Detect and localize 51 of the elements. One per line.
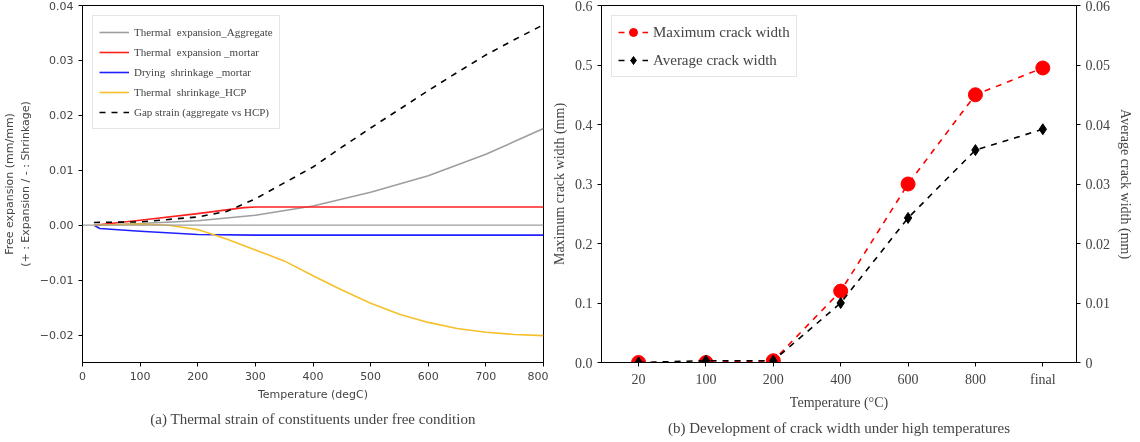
x-tick-label: 600: [897, 371, 919, 387]
y2-tick-label: 0.01: [1085, 296, 1110, 311]
text: (b) Development of crack width under high temperatures: [668, 419, 1011, 437]
y-tick-label: 0.04: [49, 0, 74, 13]
x-tick-label: 800: [964, 371, 986, 387]
y-tick-label: 0.03: [49, 54, 74, 68]
text: (a) Thermal strain of constituents under free condition: [150, 410, 476, 428]
y-axis-title: Free expansion (mm/mm) (+ : Expansion / - : Shrinkage): [3, 101, 32, 267]
x-tick-label: 800: [527, 369, 549, 383]
y-tick-label: 0.0: [575, 355, 593, 371]
y2-tick-label: 0.03: [1085, 177, 1110, 192]
legend-label: Drying shrinkage _mortar: [134, 65, 251, 79]
y-tick-label: 0.4: [575, 117, 593, 133]
legend-label: Gap strain (aggregate vs HCP): [134, 105, 270, 119]
y-tick-label: 0.6: [575, 0, 593, 14]
y-tick-label: 0.5: [575, 58, 593, 73]
x-tick-label: 500: [360, 369, 382, 383]
x-tick-label: 20: [631, 371, 646, 387]
legend-label: Average crack width: [653, 51, 777, 69]
x-axis-title: Temperature (degC): [256, 387, 369, 401]
y-tick-label: 0.2: [575, 236, 593, 252]
y-tick-label: 0.01: [49, 164, 74, 178]
y2-tick-label: 0.02: [1085, 236, 1110, 252]
x-tick-label: 100: [695, 371, 717, 387]
legend-label: Thermal expansion _mortar: [134, 45, 259, 59]
x-tick-label: 700: [475, 369, 497, 383]
y2-tick-label: 0.05: [1085, 58, 1110, 73]
y2-tick-label: 0: [1085, 355, 1093, 371]
legend-label: Thermal shrinkage_HCP: [134, 85, 247, 99]
x-tick-label: 200: [187, 369, 209, 383]
x-tick-label: 300: [244, 369, 266, 383]
x-tick-label: 400: [830, 371, 852, 387]
y-tick-label: −0.02: [39, 329, 74, 343]
x-tick-label: final: [1029, 371, 1056, 387]
y-tick-label: 0.1: [575, 296, 593, 311]
x-tick-label: 100: [129, 369, 151, 383]
legend-label: Thermal expansion_Aggregate: [134, 25, 273, 39]
x-tick-label: 0: [79, 369, 86, 383]
legend-label: Maximum crack width: [653, 23, 790, 41]
y2-tick-label: 0.04: [1085, 117, 1110, 133]
y-tick-label: −0.01: [39, 274, 74, 288]
x-tick-label: 200: [762, 371, 784, 387]
y-axis-title: Maximum crack width (mm): [552, 102, 568, 266]
x-tick-label: 600: [417, 369, 439, 383]
y-tick-label: 0.3: [575, 177, 593, 192]
y-tick-label: 0.00: [49, 219, 74, 233]
y2-tick-label: 0.06: [1085, 0, 1110, 14]
y-tick-label: 0.02: [49, 109, 74, 123]
x-tick-label: 400: [302, 369, 324, 383]
y2-axis-title: Average crack width (mm): [1117, 108, 1133, 260]
x-axis-title: Temperature (°C): [789, 394, 889, 411]
